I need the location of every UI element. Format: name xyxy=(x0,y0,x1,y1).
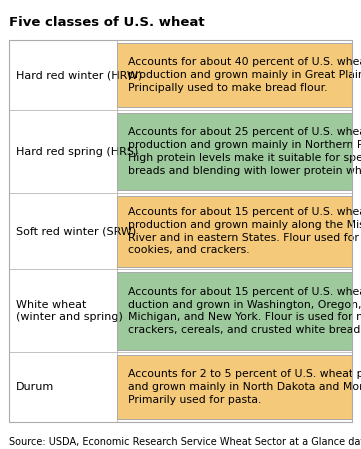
Bar xyxy=(117,196,352,267)
Text: Hard red winter (HRW): Hard red winter (HRW) xyxy=(16,70,143,80)
Bar xyxy=(9,40,352,422)
Bar xyxy=(117,113,352,190)
Text: Durum: Durum xyxy=(16,382,55,392)
Text: Five classes of U.S. wheat: Five classes of U.S. wheat xyxy=(9,16,205,29)
Bar xyxy=(117,272,352,350)
Text: Accounts for about 25 percent of U.S. wheat
production and grown mainly in North: Accounts for about 25 percent of U.S. wh… xyxy=(128,128,361,176)
Text: Accounts for 2 to 5 percent of U.S. wheat production
and grown mainly in North D: Accounts for 2 to 5 percent of U.S. whea… xyxy=(128,370,361,405)
Text: White wheat
(winter and spring): White wheat (winter and spring) xyxy=(16,300,123,322)
Text: Accounts for about 40 percent of U.S. wheat
production and grown mainly in Great: Accounts for about 40 percent of U.S. wh… xyxy=(128,57,361,93)
Text: Accounts for about 15 percent of U.S. wheat
production and grown mainly along th: Accounts for about 15 percent of U.S. wh… xyxy=(128,207,361,255)
Text: Accounts for about 15 percent of U.S. wheat pro-
duction and grown in Washington: Accounts for about 15 percent of U.S. wh… xyxy=(128,287,361,335)
Bar xyxy=(117,355,352,419)
Text: Source: USDA, Economic Research Service Wheat Sector at a Glance data product.: Source: USDA, Economic Research Service … xyxy=(9,437,361,447)
Text: Soft red winter (SRW): Soft red winter (SRW) xyxy=(16,226,136,236)
Bar xyxy=(117,43,352,107)
Text: Hard red spring (HRS): Hard red spring (HRS) xyxy=(16,146,139,157)
